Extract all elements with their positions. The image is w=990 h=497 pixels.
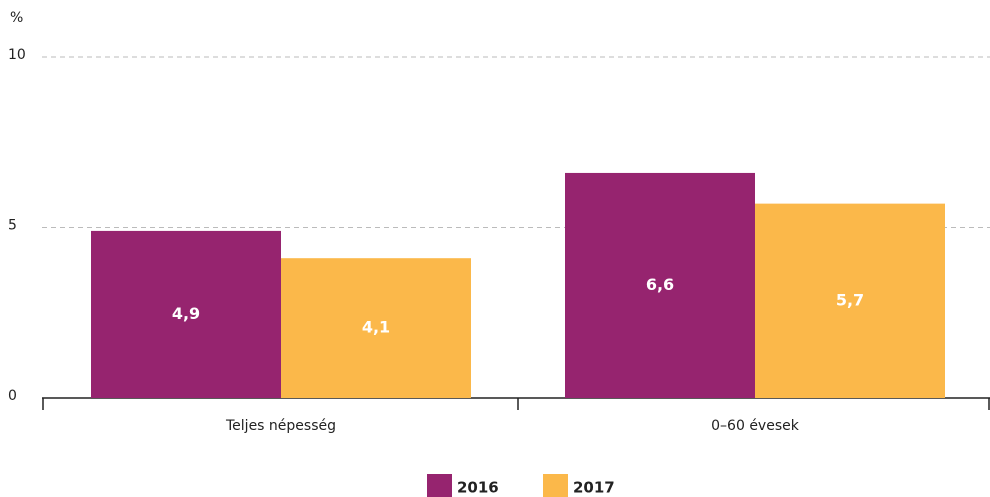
legend-label: 2017 bbox=[573, 479, 615, 497]
bar bbox=[755, 203, 945, 398]
bar bbox=[565, 172, 755, 398]
value-label: 4,1 bbox=[362, 318, 390, 337]
legend-label: 2016 bbox=[457, 479, 499, 497]
value-label: 4,9 bbox=[172, 304, 200, 323]
value-label: 6,6 bbox=[646, 275, 674, 294]
legend-swatch bbox=[427, 474, 452, 497]
y-axis-label: % bbox=[10, 10, 23, 26]
y-tick-label: 10 bbox=[8, 47, 26, 63]
y-tick-label: 5 bbox=[8, 218, 17, 234]
x-tick-label: Teljes népesség bbox=[225, 418, 336, 434]
x-tick-label: 0–60 évesek bbox=[711, 418, 800, 434]
bar bbox=[91, 230, 281, 398]
value-label: 5,7 bbox=[836, 290, 864, 309]
bar bbox=[281, 258, 471, 398]
legend-swatch bbox=[543, 474, 568, 497]
y-tick-label: 0 bbox=[8, 388, 17, 404]
